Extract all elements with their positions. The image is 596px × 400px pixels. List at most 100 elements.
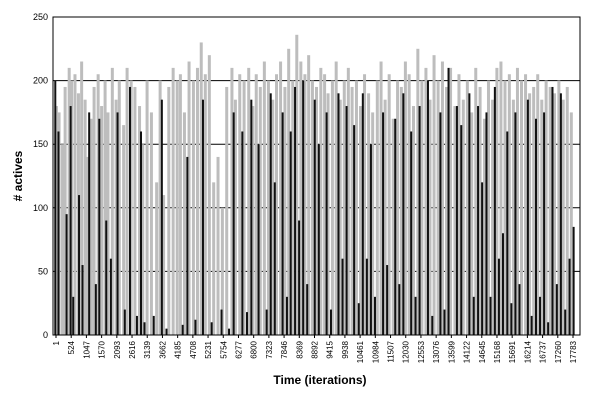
bar-dark-33 — [265, 309, 268, 335]
bar-light-44 — [220, 207, 224, 335]
bar-light-10 — [85, 156, 89, 335]
bar-dark-63 — [418, 106, 421, 335]
x-tick-label: 17260 — [554, 340, 563, 363]
bar-dark-40 — [298, 220, 301, 335]
y-axis-title: # actives — [11, 150, 25, 201]
bar-dark-59 — [398, 284, 401, 335]
bar-dark-95 — [572, 226, 575, 335]
bar-dark-38 — [289, 131, 292, 335]
bar-light-60 — [287, 48, 291, 336]
bar-light-87 — [396, 80, 400, 335]
bar-light-16 — [106, 112, 110, 336]
bar-dark-87 — [539, 296, 542, 335]
bar-light-97 — [436, 80, 440, 335]
bar-light-109 — [486, 80, 490, 335]
bar-light-42 — [212, 182, 216, 335]
bar-light-86 — [391, 118, 395, 335]
bar-light-13 — [96, 74, 100, 336]
bar-light-85 — [387, 74, 391, 336]
bar-light-29 — [158, 80, 162, 335]
x-tick-label: 6800 — [250, 340, 259, 358]
bar-light-20 — [122, 125, 126, 336]
x-tick-label: 17783 — [569, 340, 578, 363]
x-tick-label: 13076 — [432, 340, 441, 363]
bar-light-128 — [565, 86, 569, 336]
bar-dark-27 — [228, 328, 231, 335]
bar-light-31 — [167, 86, 171, 336]
bar-dark-65 — [431, 315, 434, 335]
bar-light-52 — [254, 74, 258, 336]
x-tick-label: 4185 — [174, 340, 183, 358]
bar-light-62 — [295, 34, 299, 336]
bar-light-96 — [432, 55, 436, 335]
bar-light-36 — [187, 61, 191, 336]
x-tick-label: 3139 — [143, 340, 152, 358]
bar-dark-62 — [414, 296, 417, 335]
bar-dark-49 — [345, 106, 348, 335]
bar-light-53 — [258, 86, 262, 336]
bar-dark-10 — [105, 220, 108, 335]
bar-light-11 — [89, 118, 93, 335]
bar-dark-11 — [109, 258, 112, 335]
bar-dark-43 — [313, 99, 316, 336]
bar-light-4 — [67, 67, 71, 335]
bar-light-113 — [503, 80, 507, 335]
bar-light-80 — [367, 93, 371, 335]
x-tick-label: 1570 — [98, 340, 107, 358]
bar-light-75 — [346, 67, 350, 335]
bar-dark-39 — [294, 86, 297, 336]
bar-light-104 — [465, 80, 469, 335]
bar-light-24 — [138, 106, 142, 335]
x-tick-label: 12030 — [402, 340, 411, 363]
bar-light-46 — [230, 67, 234, 335]
bar-dark-34 — [269, 93, 272, 335]
bar-light-112 — [499, 61, 503, 336]
bar-dark-85 — [530, 315, 533, 335]
bar-dark-74 — [481, 182, 484, 335]
bar-light-72 — [334, 61, 338, 336]
x-tick-label: 16737 — [539, 340, 548, 363]
bar-light-22 — [129, 80, 133, 335]
y-tick-label: 0 — [43, 330, 48, 340]
bar-light-71 — [330, 80, 334, 335]
bar-dark-37 — [285, 296, 288, 335]
bar-light-15 — [103, 80, 107, 335]
bar-light-23 — [133, 86, 137, 336]
bar-light-6 — [73, 74, 77, 336]
bar-dark-8 — [94, 284, 97, 335]
bar-dark-16 — [140, 131, 143, 335]
bar-light-127 — [561, 99, 565, 336]
bar-light-39 — [199, 42, 203, 335]
bar-light-78 — [359, 106, 363, 335]
bar-dark-91 — [555, 284, 558, 335]
bar-light-122 — [540, 99, 544, 336]
bar-dark-41 — [302, 80, 305, 335]
x-tick-label: 15691 — [508, 340, 517, 363]
bar-light-66 — [310, 80, 314, 335]
x-tick-label: 13599 — [447, 340, 456, 363]
bar-dark-60 — [402, 93, 405, 335]
bar-light-91 — [411, 106, 415, 335]
bar-light-106 — [474, 67, 478, 335]
y-tick-label: 100 — [33, 203, 48, 213]
bar-light-103 — [461, 99, 465, 336]
bar-dark-22 — [186, 156, 189, 335]
bar-dark-92 — [559, 93, 562, 335]
bar-light-108 — [482, 118, 486, 335]
bar-light-119 — [528, 93, 532, 335]
bar-dark-24 — [201, 99, 204, 336]
bar-dark-67 — [443, 309, 446, 335]
bar-dark-9 — [98, 118, 101, 335]
bar-light-55 — [266, 80, 270, 335]
bar-dark-35 — [273, 182, 276, 335]
bar-light-84 — [383, 99, 387, 336]
bar-light-33 — [175, 80, 179, 335]
bar-light-32 — [171, 67, 175, 335]
bar-light-95 — [428, 99, 432, 336]
bar-light-38 — [195, 67, 199, 335]
bar-light-70 — [326, 93, 330, 335]
bar-light-27 — [149, 112, 153, 336]
bar-light-57 — [275, 74, 279, 336]
x-tick-label: 16214 — [523, 340, 532, 363]
